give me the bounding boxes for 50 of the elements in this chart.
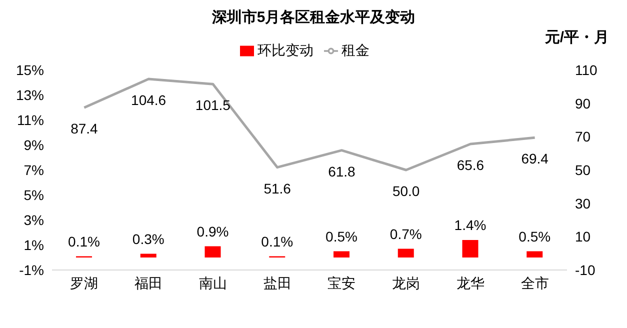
y-tick-label: 13%: [16, 86, 44, 103]
y-tick-label: -1%: [19, 262, 44, 278]
y2-tick-label: 110: [575, 62, 598, 78]
data-label: 51.6: [264, 180, 292, 196]
data-label: 0.9%: [196, 223, 229, 240]
data-label: 0.5%: [326, 228, 358, 244]
bar: [334, 251, 350, 258]
y2-tick-label: -10: [575, 262, 596, 278]
data-label: 104.6: [131, 92, 166, 108]
y2-tick-label: 70: [575, 128, 591, 145]
y2-tick-label: 90: [575, 95, 591, 112]
data-label: 0.1%: [261, 233, 294, 250]
data-label: 0.3%: [132, 230, 164, 247]
y2-tick-label: 30: [575, 195, 591, 212]
data-label: 0.1%: [68, 233, 100, 250]
y-tick-label: 9%: [24, 136, 44, 153]
x-tick-label: 盐田: [263, 274, 292, 291]
y2-tick-label: 50: [575, 162, 591, 178]
y2-axis-title: 元/平・月: [544, 28, 609, 47]
legend-label: 环比变动: [258, 42, 314, 58]
data-label: 0.5%: [518, 228, 551, 244]
x-tick-label: 福田: [134, 274, 163, 291]
data-label: 61.8: [328, 163, 356, 180]
bar: [140, 254, 156, 258]
bar: [526, 251, 543, 258]
y-tick-label: 5%: [24, 186, 44, 203]
y-tick-label: 3%: [24, 212, 44, 228]
bar: [204, 246, 221, 258]
y-tick-label: 7%: [24, 162, 44, 178]
data-label: 65.6: [456, 157, 484, 173]
data-label: 1.4%: [454, 217, 486, 233]
x-tick-label: 龙岗: [392, 274, 420, 291]
y-tick-label: 15%: [16, 62, 44, 78]
x-tick-label: 南山: [198, 274, 227, 291]
data-label: 101.5: [195, 97, 231, 114]
chart-title: 深圳市5月各区租金水平及变动: [210, 8, 416, 27]
x-tick-label: 全市: [520, 274, 549, 291]
y-tick-label: 11%: [17, 112, 44, 128]
y2-tick-label: 10: [575, 228, 591, 245]
x-tick-label: 龙华: [456, 274, 484, 291]
x-tick-label: 宝安: [328, 274, 356, 291]
bar: [462, 240, 478, 258]
y-tick-label: 1%: [24, 236, 44, 253]
data-label: 0.7%: [390, 226, 422, 242]
data-label: 69.4: [521, 150, 549, 167]
data-label: 87.4: [70, 120, 98, 137]
bar: [398, 248, 414, 258]
legend-label: 租金: [342, 42, 370, 58]
x-tick-label: 罗湖: [70, 274, 98, 291]
data-label: 50.0: [392, 183, 420, 199]
